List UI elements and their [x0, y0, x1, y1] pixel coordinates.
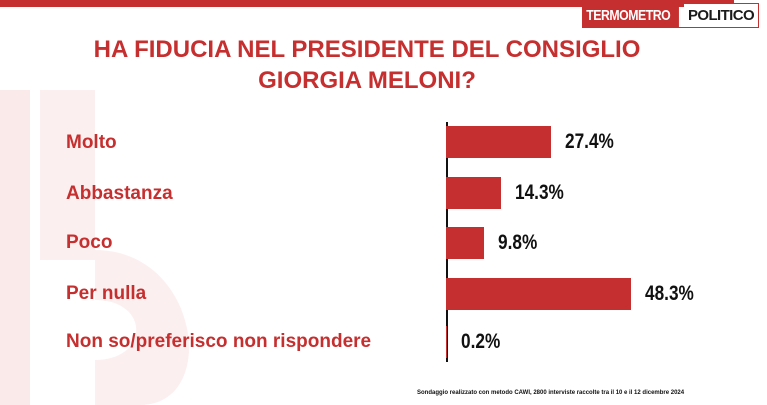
chart-title: HA FIDUCIA NEL PRESIDENTE DEL CONSIGLIO … — [0, 34, 734, 96]
chart-title-line-2: GIORGIA MELONI? — [258, 67, 476, 94]
value-label-per-nulla: 48.3% — [645, 282, 694, 305]
right-margin — [734, 0, 767, 405]
value-label-molto: 27.4% — [564, 130, 614, 153]
value-label-non-so: 0.2% — [461, 330, 501, 353]
category-label-molto: Molto — [66, 132, 117, 153]
category-label-poco: Poco — [66, 232, 113, 253]
termometro-politico-logo: TERMOMETRO POLITICO — [583, 4, 759, 27]
bar-non-so — [446, 326, 447, 358]
bar-per-nulla — [446, 278, 631, 310]
category-label-abbastanza: Abbastanza — [66, 183, 173, 204]
top-accent-bar — [0, 0, 734, 7]
value-label-poco: 9.8% — [497, 231, 537, 254]
watermark-logo — [0, 90, 190, 405]
logo-text-politico: POLITICO — [684, 4, 759, 27]
logo-text-termometro: TERMOMETRO — [583, 4, 679, 27]
bar-abbastanza — [446, 177, 501, 209]
category-label-per-nulla: Per nulla — [66, 283, 147, 304]
methodology-footnote: Sondaggio realizzato con metodo CAWI, 28… — [417, 390, 685, 396]
value-label-abbastanza: 14.3% — [514, 181, 564, 204]
bar-poco — [446, 227, 484, 259]
category-label-non-so: Non so/preferisco non rispondere — [66, 331, 372, 352]
bar-molto — [446, 126, 551, 158]
chart-title-line-1: HA FIDUCIA NEL PRESIDENTE DEL CONSIGLIO — [93, 36, 641, 63]
